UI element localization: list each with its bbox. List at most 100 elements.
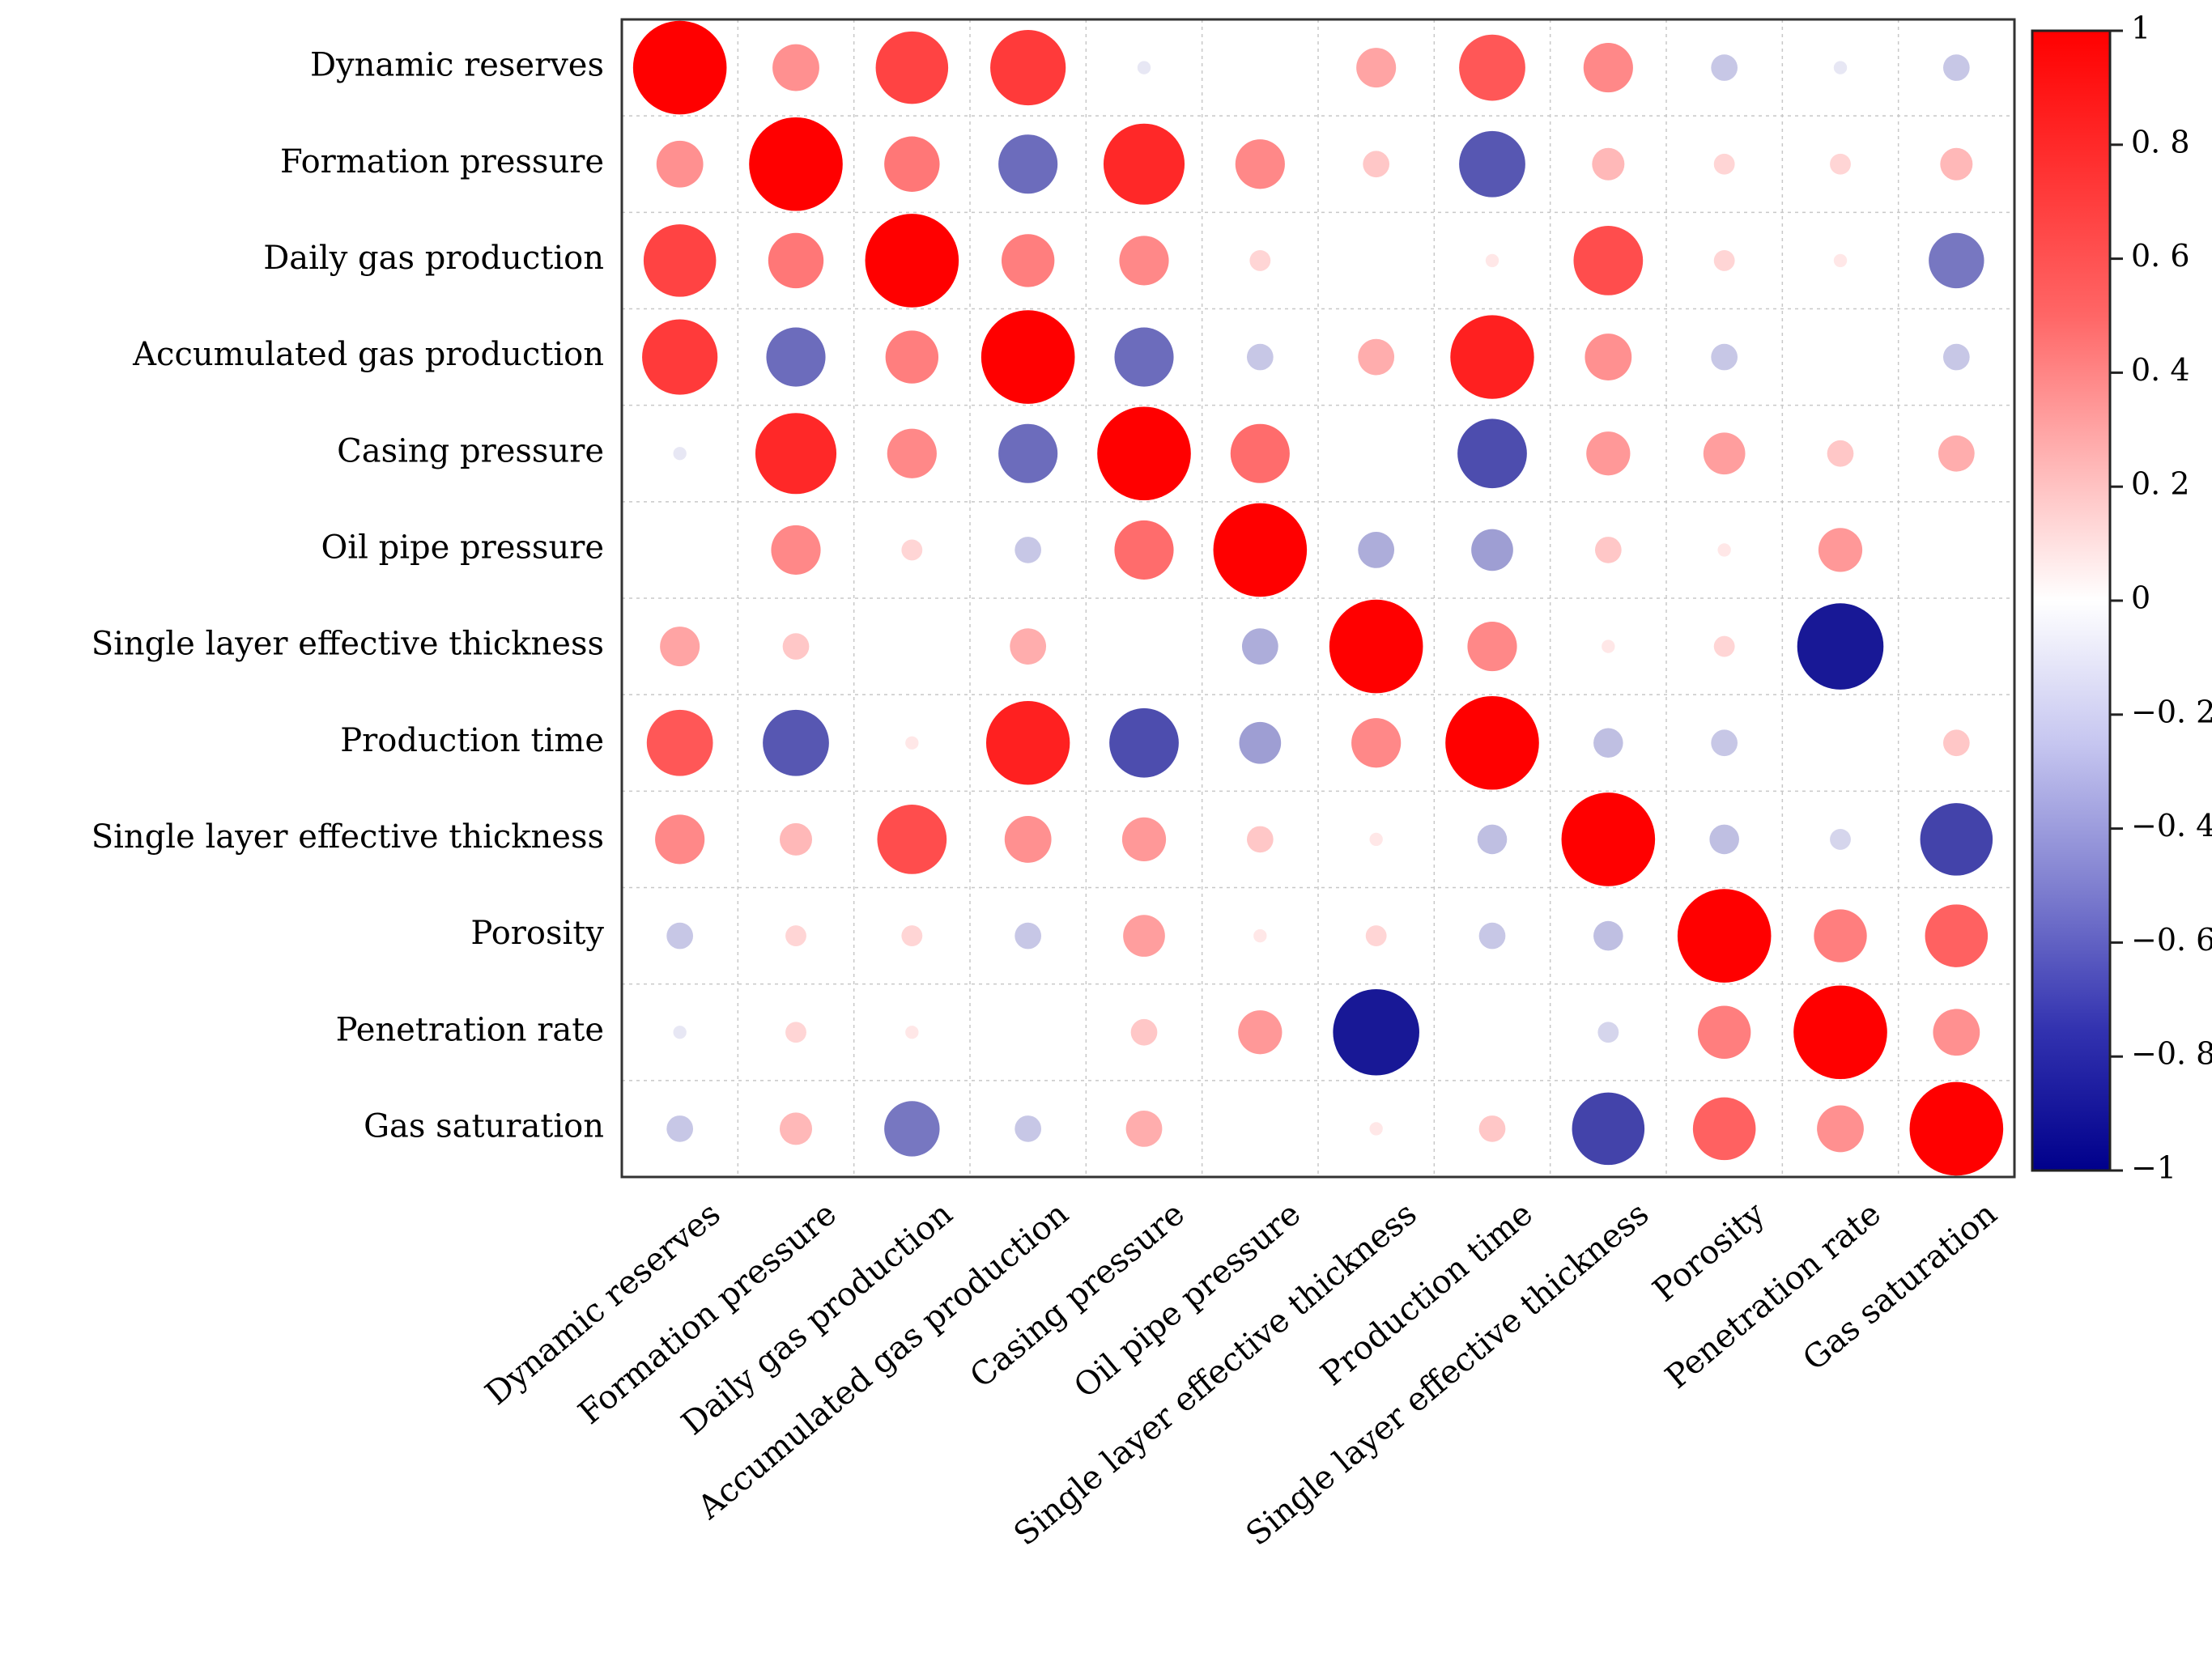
correlation-circle [1471, 529, 1513, 571]
correlation-circle [1793, 985, 1887, 1080]
correlation-circle [1942, 54, 1970, 81]
correlation-circle [1713, 635, 1735, 657]
correlation-circle [1592, 147, 1625, 181]
correlation-circle [1246, 826, 1274, 853]
correlation-circle [1797, 603, 1884, 690]
correlation-circle [1833, 61, 1848, 74]
colorbar-tick-label: 0. 6 [2131, 238, 2190, 274]
correlation-circle [1677, 889, 1772, 983]
correlation-circle [1477, 824, 1508, 855]
colorbar-tick-label: −0. 8 [2131, 1036, 2212, 1072]
correlation-circle [1478, 922, 1506, 950]
correlation-circle [1713, 153, 1735, 175]
correlation-circle [1697, 1005, 1751, 1059]
correlation-circle [1833, 253, 1848, 268]
correlation-circle [1929, 232, 1984, 289]
correlation-circle [1363, 151, 1390, 178]
correlation-circle [766, 327, 826, 387]
correlation-circle [666, 922, 694, 950]
correlation-circle [1709, 824, 1739, 855]
row-label: Oil pipe pressure [321, 529, 605, 566]
correlation-circle [771, 525, 821, 575]
correlation-circle [1238, 1010, 1283, 1055]
row-labels: Dynamic reserves Formation pressure Daily … [91, 47, 605, 1145]
row-label: Production time [340, 722, 604, 759]
correlation-circle [1583, 43, 1633, 93]
colorbar-tick-label: 0 [2131, 580, 2150, 616]
correlation-circle [1572, 1092, 1645, 1166]
correlation-circle [1703, 432, 1746, 475]
plot-frame [620, 18, 2016, 1179]
correlation-circle [1459, 130, 1525, 198]
colorbar: 1 0. 8 0. 6 0. 4 0. 2 0 −0. 2 −0. 4 −0. 6 −0. 8 −1 [2031, 11, 2212, 1186]
correlation-circle [1239, 721, 1282, 764]
correlation-circle [1125, 1111, 1163, 1147]
correlation-circle [1830, 153, 1851, 175]
correlation-circle [1457, 418, 1527, 489]
correlation-circle [1103, 123, 1185, 205]
correlation-circle [1942, 729, 1970, 757]
correlation-circle [642, 319, 718, 395]
correlation-circle [985, 701, 1070, 785]
correlation-circle [1818, 528, 1863, 572]
correlation-circle [779, 1112, 813, 1145]
correlation-circle [646, 709, 713, 776]
colorbar-gradient [2032, 31, 2110, 1171]
column-label: Single layer effective thickness [1240, 1195, 1657, 1553]
correlation-circle [1130, 1018, 1158, 1046]
correlation-circle [1356, 48, 1397, 88]
correlation-circle [1230, 423, 1290, 483]
correlation-circle [981, 310, 1075, 404]
correlation-circle [1246, 343, 1274, 371]
correlation-circle [755, 413, 837, 495]
correlation-circle [990, 29, 1066, 106]
correlation-circle [1365, 925, 1387, 947]
correlation-circle [901, 539, 923, 561]
correlation-circle [1594, 537, 1622, 563]
correlation-circle [1940, 147, 1973, 181]
correlation-circle [655, 814, 705, 865]
correlation-circle [1711, 54, 1738, 81]
correlation-circle [1920, 803, 1993, 876]
correlation-circle [998, 134, 1058, 194]
correlation-circle [1114, 327, 1174, 387]
correlation-circle [1253, 928, 1267, 943]
correlation-circle [998, 423, 1058, 483]
correlation-circle [1711, 343, 1738, 371]
correlation-circle [1351, 718, 1402, 768]
correlation-circle [1369, 1122, 1383, 1136]
correlation-circle [1593, 728, 1623, 758]
correlation-circle [1015, 1115, 1042, 1142]
correlation-circle [1001, 234, 1055, 287]
correlation-circle [1573, 226, 1644, 295]
correlation-circle [1593, 920, 1623, 951]
correlation-circle [763, 709, 829, 776]
correlation-circle [660, 627, 700, 667]
correlation-circle [1358, 338, 1395, 376]
correlation-circle [1121, 817, 1167, 862]
correlation-circle [1109, 707, 1179, 778]
correlation-circle [1817, 1105, 1864, 1153]
row-label: Gas saturation [364, 1107, 604, 1145]
column-label: Gas saturation [1796, 1195, 2004, 1378]
correlation-circle [901, 925, 923, 947]
correlation-circle [1249, 249, 1271, 271]
correlation-circle [1123, 915, 1165, 957]
correlation-circle [1942, 343, 1970, 371]
correlation-circle [905, 736, 919, 750]
colorbar-tick-label: 1 [2131, 11, 2150, 46]
row-label: Daily gas production [263, 240, 604, 277]
correlation-circle [1602, 639, 1615, 653]
correlation-circle [768, 232, 824, 289]
correlation-circle [772, 44, 819, 91]
correlation-circle [1333, 988, 1419, 1076]
correlation-circle [1925, 904, 1989, 967]
correlation-circle [875, 31, 949, 104]
correlation-circle [1485, 253, 1499, 268]
correlation-circle [666, 1115, 694, 1142]
correlation-circle [1369, 832, 1383, 847]
correlation-circle [656, 140, 704, 188]
correlation-circle [1585, 334, 1632, 380]
correlation-circle [1137, 61, 1151, 74]
correlation-circle [1235, 139, 1285, 189]
